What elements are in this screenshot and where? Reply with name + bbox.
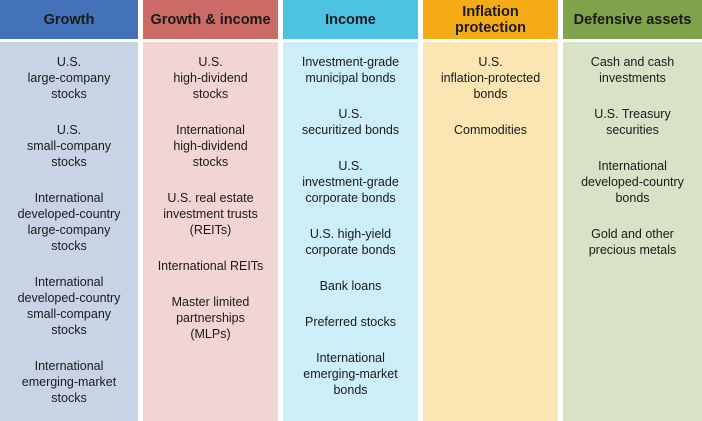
column-body-income: Investment-grade municipal bonds U.S. se… bbox=[283, 42, 418, 421]
column-defensive-assets: Defensive assets Cash and cash investmen… bbox=[563, 0, 702, 421]
column-header-growth-and-income: Growth & income bbox=[143, 0, 278, 39]
list-item: U.S. inflation-protected bonds bbox=[440, 55, 541, 101]
column-income: Income Investment-grade municipal bonds … bbox=[283, 0, 418, 421]
list-item: Bank loans bbox=[319, 279, 382, 293]
list-item: International emerging-market stocks bbox=[21, 359, 117, 405]
list-item: U.S. Treasury securities bbox=[594, 107, 671, 137]
list-item: Preferred stocks bbox=[304, 315, 396, 329]
column-body-growth-and-income: U.S. high-dividend stocks International … bbox=[143, 42, 278, 421]
list-item: International high-dividend stocks bbox=[173, 123, 248, 169]
list-item: Commodities bbox=[454, 123, 527, 137]
list-item: International developed-country small-co… bbox=[17, 275, 121, 337]
list-item: Master limited partnerships (MLPs) bbox=[171, 295, 250, 341]
list-item: U.S. large-company stocks bbox=[27, 55, 111, 101]
list-item: International developed-country bonds bbox=[581, 159, 684, 205]
column-body-defensive-assets: Cash and cash investments U.S. Treasury … bbox=[563, 42, 702, 421]
list-item: U.S. securitized bonds bbox=[301, 107, 400, 137]
column-body-growth: U.S. large-company stocks U.S. small-com… bbox=[0, 42, 138, 421]
column-header-defensive-assets: Defensive assets bbox=[563, 0, 702, 39]
list-item: U.S. high-dividend stocks bbox=[173, 55, 248, 101]
list-item: International emerging-market bonds bbox=[303, 351, 398, 397]
column-body-inflation-protection: U.S. inflation-protected bonds Commoditi… bbox=[423, 42, 558, 421]
list-item: U.S. small-company stocks bbox=[26, 123, 112, 169]
list-item: Cash and cash investments bbox=[590, 55, 675, 85]
list-item: International developed-country large-co… bbox=[17, 191, 121, 253]
column-inflation-protection: Inflation protection U.S. inflation-prot… bbox=[423, 0, 558, 421]
list-item: International REITs bbox=[157, 259, 264, 273]
column-header-growth: Growth bbox=[0, 0, 138, 39]
column-growth-and-income: Growth & income U.S. high-dividend stock… bbox=[143, 0, 278, 421]
column-growth: Growth U.S. large-company stocks U.S. sm… bbox=[0, 0, 138, 421]
column-header-inflation-protection: Inflation protection bbox=[423, 0, 558, 39]
list-item: Investment-grade municipal bonds bbox=[301, 55, 400, 85]
list-item: Gold and other precious metals bbox=[588, 227, 677, 257]
column-header-income: Income bbox=[283, 0, 418, 39]
list-item: U.S. investment-grade corporate bonds bbox=[302, 159, 399, 205]
list-item: U.S. high-yield corporate bonds bbox=[305, 227, 396, 257]
list-item: U.S. real estate investment trusts (REIT… bbox=[163, 191, 258, 237]
